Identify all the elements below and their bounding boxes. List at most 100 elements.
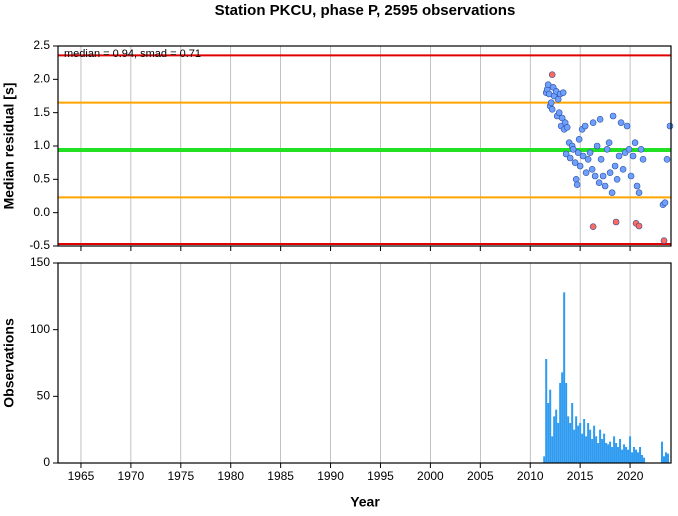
point [623,122,631,130]
point [625,146,633,153]
bar [623,444,626,463]
bar [549,389,552,463]
point [573,181,581,188]
bar [635,449,638,463]
point [575,136,583,143]
bar [631,452,634,463]
bar [617,447,620,463]
chart-title: Station PKCU, phase P, 2595 observations [215,2,516,19]
y-tick-label: 50 [37,389,51,403]
point [544,81,552,88]
point [637,146,645,153]
annotation: median = 0.94, smad = 0.71 [64,48,201,60]
bar [559,383,562,463]
bar [567,416,570,463]
point [615,152,623,160]
bar [591,439,594,463]
plot-frame [57,262,672,464]
point [574,149,582,156]
point [660,237,668,244]
point [593,142,601,150]
y-tick-label: 150 [30,255,50,269]
point [599,172,607,180]
point [547,99,555,106]
point [563,124,571,131]
point [635,189,643,196]
bar [543,456,546,463]
bar [561,372,564,463]
bar [577,425,580,463]
point [606,169,614,176]
y-tick-label: 100 [30,322,50,336]
point [612,218,620,226]
bar [599,429,602,463]
bar [643,457,646,463]
bar [601,439,604,463]
y-tick-label: 1.0 [33,138,50,152]
bar [593,425,596,463]
point [579,152,587,160]
point [611,162,619,170]
point [619,166,627,173]
bar [581,433,584,463]
bar [605,443,608,463]
bar [625,447,628,463]
x-tick-label: 2010 [517,469,544,483]
bar [609,441,612,463]
y-tick-label: -0.5 [29,238,50,252]
point [603,146,611,153]
x-tick-label: 1990 [317,469,344,483]
bar [627,449,630,463]
plot-frame [57,45,672,247]
bar [573,429,576,463]
point [597,156,605,163]
bar [619,439,622,463]
bar [661,441,664,463]
point [572,176,580,183]
bar [575,416,578,463]
point [591,172,599,180]
y-tick-label: 1.5 [33,105,50,119]
point [605,139,613,146]
point [555,109,563,116]
bar [641,455,644,463]
point [627,172,635,180]
point [566,154,574,162]
point [635,222,643,230]
bar [629,436,632,463]
bar [639,447,642,463]
point [609,112,617,120]
point [631,139,639,146]
bar [665,452,668,463]
x-tick-label: 1995 [367,469,394,483]
x-tick-label: 1985 [267,469,294,483]
point [576,162,584,170]
x-tick-label: 1975 [167,469,194,483]
point [589,119,597,126]
bar [637,452,640,463]
point [601,182,609,190]
bar [585,436,588,463]
point [666,122,674,130]
bar [547,403,550,463]
bar [571,403,574,463]
point [548,106,556,113]
point [558,114,566,122]
point [584,156,592,163]
bar [607,444,610,463]
x-tick-label: 2015 [567,469,594,483]
point [562,150,570,158]
bar [603,433,606,463]
point [588,166,596,173]
bar [595,436,598,463]
bar [621,449,624,463]
point [586,149,594,156]
point [559,89,567,96]
point [639,156,647,163]
bar [557,423,560,463]
bar [613,436,616,463]
bar [633,447,636,463]
y-tick-label: 2.5 [33,38,50,52]
x-tick-label: 2000 [417,469,444,483]
